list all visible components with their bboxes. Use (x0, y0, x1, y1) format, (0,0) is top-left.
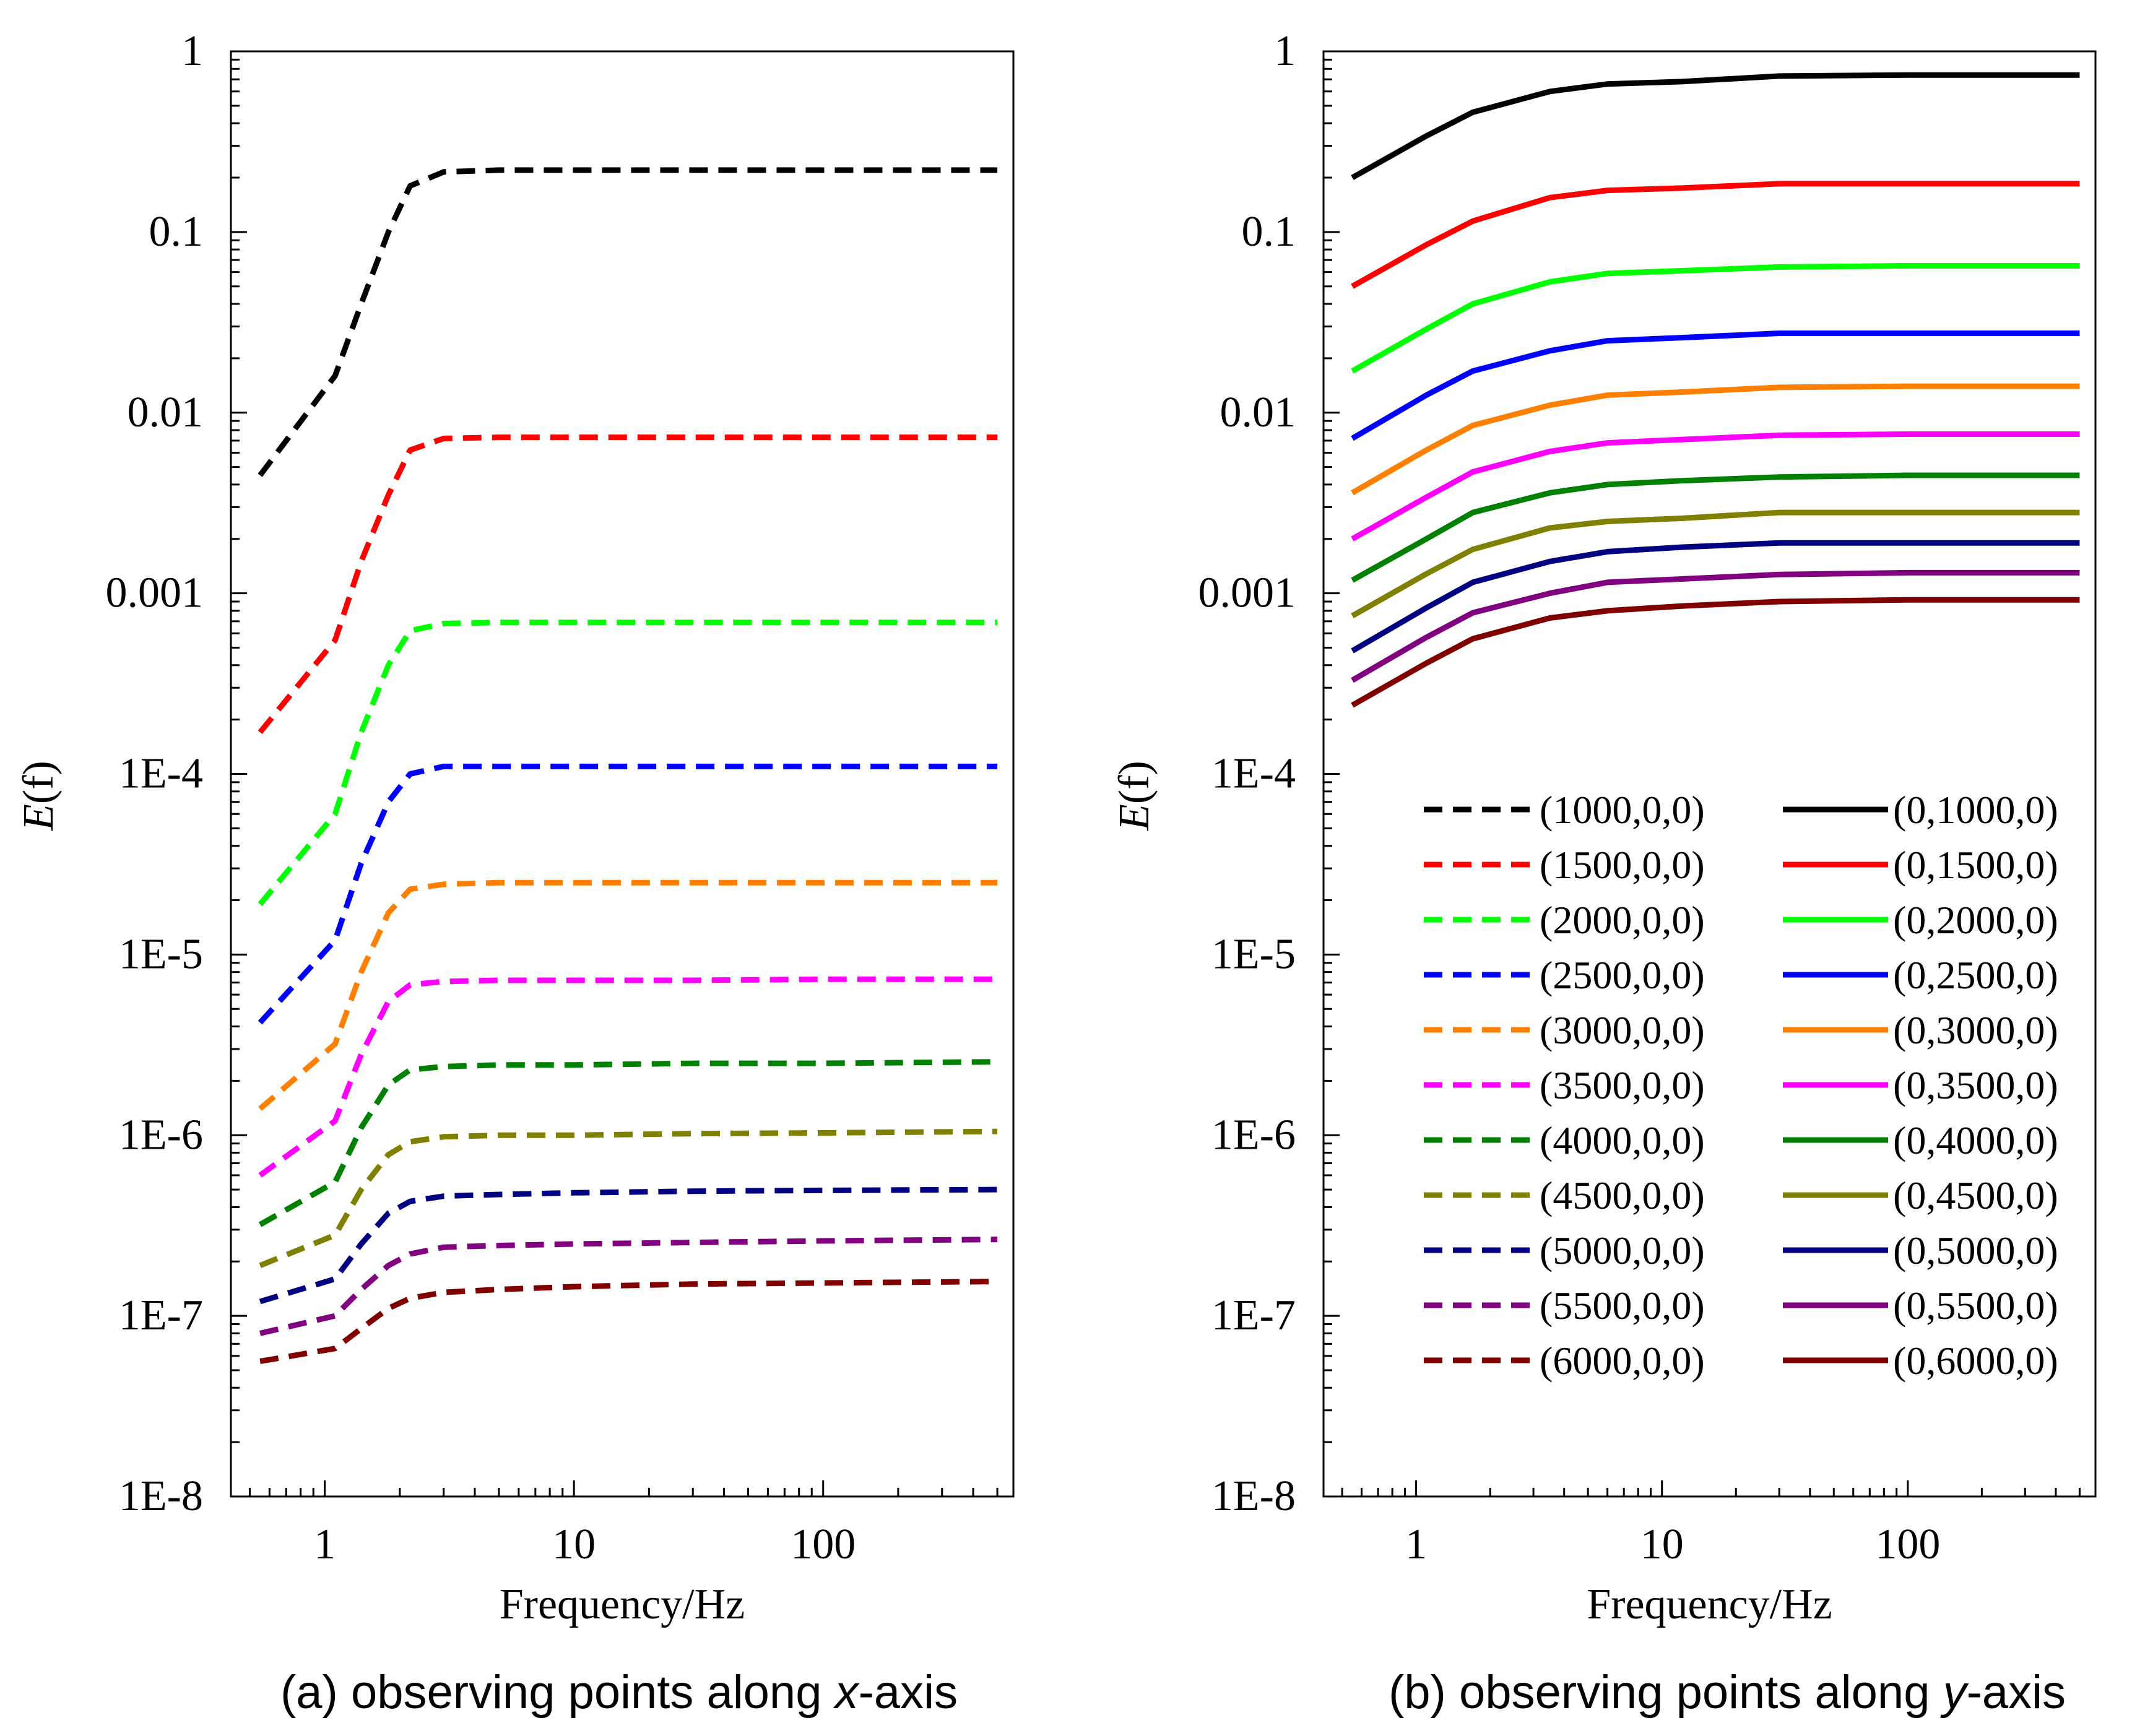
x-tick-label: 100 (791, 1521, 856, 1568)
panel-caption: (a) observing points along x-axis (280, 1666, 958, 1719)
series-line-(0,2500,0) (1351, 330, 2080, 441)
y-tick-label: 1 (1274, 27, 1296, 75)
y-tick-label: 0.1 (1242, 208, 1296, 256)
y-tick-label: 0.001 (106, 569, 204, 617)
y-tick-label: 1E-8 (1211, 1472, 1296, 1520)
series-line-(6000,0,0) (259, 1279, 998, 1365)
y-tick-label: 0.001 (1198, 569, 1296, 617)
x-tick-label: 10 (1640, 1521, 1684, 1568)
y-tick-label: 1E-7 (1211, 1292, 1296, 1339)
x-tick-label: 100 (1875, 1521, 1940, 1568)
y-tick-label: 1E-8 (119, 1472, 203, 1520)
caption-prefix: (a) observing points along (280, 1666, 835, 1719)
series-line-(2500,0,0) (258, 763, 998, 1025)
y-tick-label: 1E-6 (1211, 1111, 1296, 1159)
legend-label: (1000,0,0) (1540, 788, 1705, 832)
caption-suffix: -axis (859, 1666, 958, 1719)
legend-label: (3500,0,0) (1540, 1063, 1705, 1107)
y-tick-label: 1E-5 (119, 930, 203, 978)
y-axis-title: E(f) (15, 761, 63, 831)
legend-label: (5500,0,0) (1540, 1284, 1705, 1328)
y-tick-label: 1 (181, 27, 203, 75)
legend-label: (0,5500,0) (1893, 1284, 2058, 1328)
y-tick-label: 1E-7 (119, 1292, 203, 1339)
y-tick-label: 1E-4 (1211, 750, 1296, 798)
legend-label: (2500,0,0) (1540, 953, 1705, 997)
series-line-(0,1500,0) (1351, 181, 2080, 289)
y-axis-title-italic: E (1111, 804, 1158, 831)
series-line-(1500,0,0) (258, 434, 998, 735)
caption-axis: y (1940, 1666, 1969, 1719)
legend-label: (0,1000,0) (1893, 788, 2058, 832)
series-line-(3000,0,0) (258, 879, 998, 1112)
y-tick-label: 0.01 (1220, 389, 1296, 436)
legend-label: (0,4500,0) (1893, 1173, 2058, 1217)
y-tick-label: 1E-5 (1211, 930, 1296, 978)
legend-label: (0,3500,0) (1893, 1063, 2058, 1107)
series-line-(0,6000,0) (1351, 597, 2080, 708)
legend-label: (0,5000,0) (1893, 1229, 2058, 1272)
series-line-(0,3000,0) (1351, 383, 2080, 496)
x-axis-title: Frequency/Hz (500, 1581, 745, 1628)
series-line-(0,3500,0) (1351, 431, 2080, 542)
y-axis-title-rest: (f) (1111, 761, 1158, 804)
series-line-(0,5000,0) (1351, 540, 2080, 654)
legend-label: (0,2500,0) (1893, 953, 2058, 997)
series-line-(2000,0,0) (258, 620, 998, 906)
x-tick-label: 1 (314, 1521, 336, 1568)
panel-caption: (b) observing points along y-axis (1389, 1666, 2066, 1719)
series-line-(3500,0,0) (258, 976, 998, 1178)
legend-label: (4500,0,0) (1540, 1173, 1705, 1217)
legend-label: (5000,0,0) (1540, 1229, 1705, 1272)
x-axis-title: Frequency/Hz (1587, 1581, 1832, 1628)
y-tick-label: 1E-4 (119, 750, 203, 798)
legend-label: (1500,0,0) (1540, 843, 1705, 887)
series-line-(4000,0,0) (258, 1059, 998, 1227)
legend-label: (3000,0,0) (1540, 1008, 1705, 1052)
legend: (1000,0,0) (1500,0,0) (2000,0,0) (2500,0,0)… (1424, 788, 2058, 1383)
series-line-(0,4000,0) (1351, 472, 2080, 583)
series-line-(0,2000,0) (1351, 263, 2080, 374)
y-axis-title: E(f) (1111, 761, 1158, 831)
series-line-(1000,0,0) (258, 167, 998, 477)
series-line-(4500,0,0) (259, 1128, 998, 1268)
legend-label: (0,6000,0) (1893, 1339, 2058, 1383)
x-tick-label: 1 (1405, 1521, 1427, 1568)
legend-label: (0,1500,0) (1893, 843, 2058, 887)
caption-prefix: (b) observing points along (1389, 1666, 1943, 1719)
series-line-(0,1000,0) (1351, 72, 2080, 180)
legend-label: (2000,0,0) (1540, 898, 1705, 942)
caption-axis: x (833, 1666, 860, 1719)
series-line-(0,4500,0) (1351, 509, 2080, 619)
x-tick-label: 10 (552, 1521, 596, 1568)
legend-label: (4000,0,0) (1540, 1118, 1705, 1162)
legend-label: (6000,0,0) (1540, 1339, 1705, 1383)
legend-label: (0,3000,0) (1893, 1008, 2058, 1052)
series-line-(5500,0,0) (259, 1237, 998, 1336)
panel-a: 1E-8 1E-7 1E-6 1E-5 1E-4 0.001 0.01 0.1 1 1 10 100 F… (15, 27, 1015, 1719)
y-axis-title-italic: E (15, 804, 63, 831)
y-axis-title-rest: (f) (15, 761, 63, 804)
legend-label: (0,2000,0) (1893, 898, 2058, 942)
y-tick-label: 0.01 (128, 389, 204, 436)
legend-label: (0,4000,0) (1893, 1118, 2058, 1162)
y-tick-label: 0.1 (149, 208, 204, 256)
y-tick-label: 1E-6 (119, 1111, 203, 1159)
caption-suffix: -axis (1967, 1666, 2066, 1719)
panel-b: 1E-8 1E-7 1E-6 1E-5 1E-4 0.001 0.01 0.1 1 1 10 100 F… (1111, 27, 2097, 1719)
series-line-(5000,0,0) (259, 1186, 998, 1305)
series-line-(0,5500,0) (1351, 569, 2080, 683)
